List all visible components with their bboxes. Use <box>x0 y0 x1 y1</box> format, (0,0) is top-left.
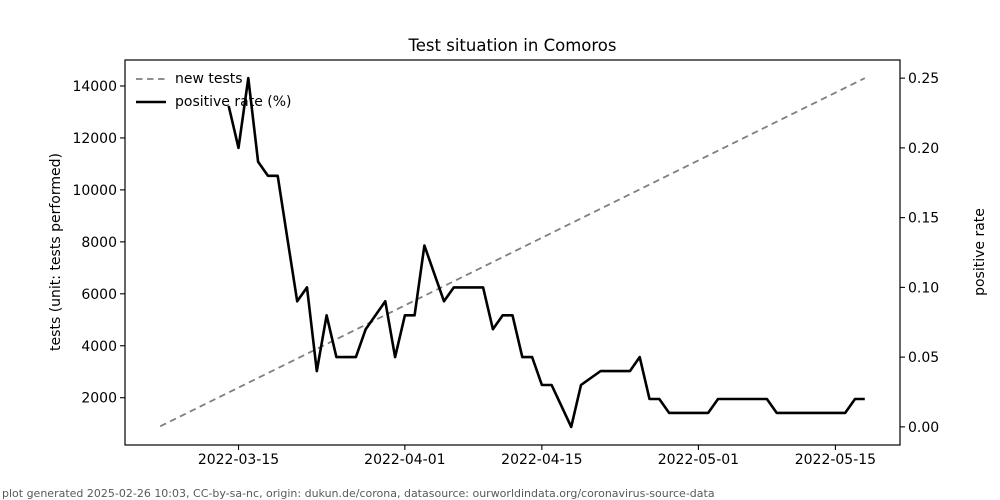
x-tick-label: 2022-05-15 <box>795 452 876 468</box>
y-left-tick-label: 14000 <box>72 79 117 95</box>
x-tick-label: 2022-04-15 <box>501 452 582 468</box>
series-line-1 <box>227 76 865 429</box>
legend-label: positive rate (%) <box>175 93 292 110</box>
chart-title: Test situation in Comoros <box>408 36 617 55</box>
legend-item-0: new tests <box>136 69 291 88</box>
legend-line-sample <box>136 77 166 80</box>
y-left-tick-label: 4000 <box>81 339 117 355</box>
series-line-0 <box>159 77 866 428</box>
legend-label: new tests <box>175 70 243 87</box>
y-right-tick-label: 0.00 <box>908 420 939 436</box>
axes-layer: 2000 4000 6000 8000 10000 12000 14000 0.00 0.05 0… <box>72 59 939 468</box>
y-right-tick-label: 0.15 <box>908 211 939 227</box>
legend-line-sample <box>136 100 166 103</box>
y-left-tick-label: 10000 <box>72 183 117 199</box>
attribution-footer: plot generated 2025-02-26 10:03, CC-by-s… <box>2 487 715 500</box>
axes-frame <box>124 59 901 446</box>
y-axis-label-right: positive rate <box>972 208 988 296</box>
series-layer <box>159 76 866 429</box>
y-left-tick-label: 2000 <box>81 391 117 407</box>
y-left-tick-label: 12000 <box>72 131 117 147</box>
legend-item-1: positive rate (%) <box>136 92 291 111</box>
y-right-tick-label: 0.20 <box>908 141 939 157</box>
x-tick-label: 2022-05-01 <box>658 452 739 468</box>
x-tick-label: 2022-04-01 <box>364 452 445 468</box>
legend: new tests positive rate (%) <box>136 69 291 111</box>
y-right-tick-label: 0.25 <box>908 71 939 87</box>
y-axis-label-left: tests (unit: tests performed) <box>48 153 64 351</box>
y-right-tick-label: 0.05 <box>908 350 939 366</box>
y-right-tick-label: 0.10 <box>908 280 939 296</box>
y-left-tick-label: 8000 <box>81 235 117 251</box>
x-tick-label: 2022-03-15 <box>198 452 279 468</box>
y-left-tick-label: 6000 <box>81 287 117 303</box>
